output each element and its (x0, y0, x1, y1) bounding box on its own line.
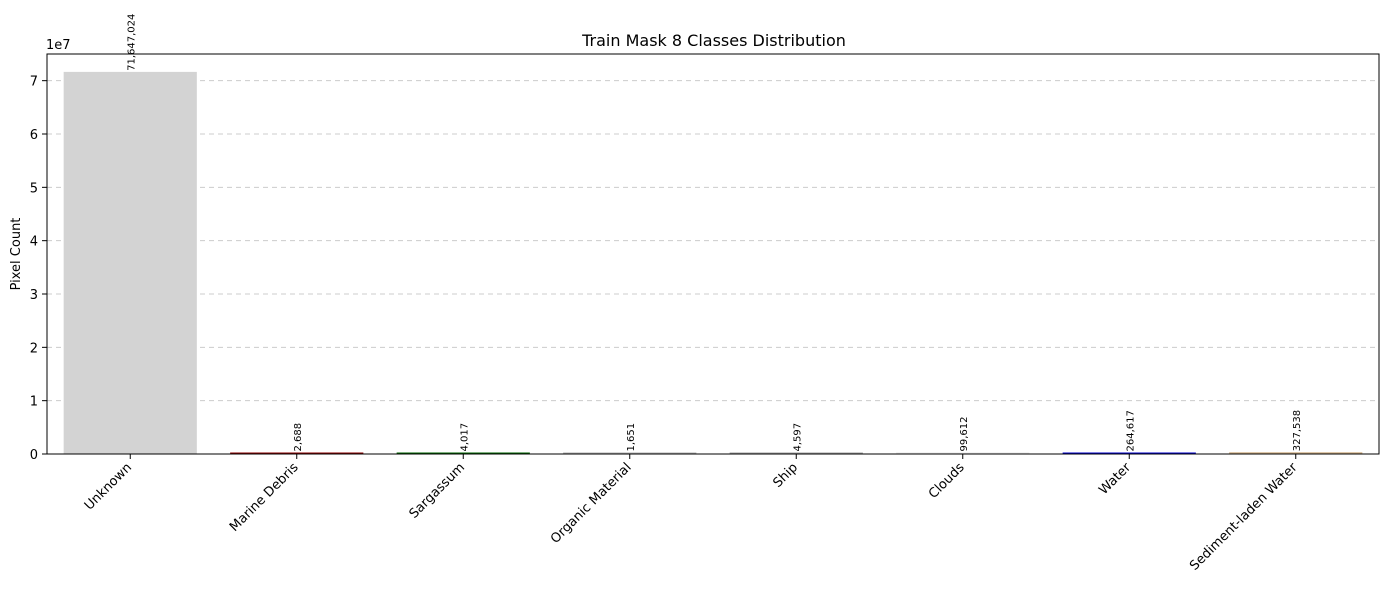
y-axis-title: Pixel Count (9, 218, 24, 291)
x-axis-ticks: Unknown Marine Debris Sargassum Organic Mat… (82, 454, 1301, 574)
bar-value-labels: 71,647,024 2,688 4,017 1,651 4,597 99,612 264,… (126, 14, 1303, 452)
x-tick-label: Water (1096, 460, 1134, 498)
bar (1229, 452, 1363, 454)
x-tick-label: Unknown (82, 460, 135, 513)
y-axis-ticks: 0 1 2 3 4 5 6 7 (30, 75, 47, 463)
bars (63, 71, 1363, 454)
plot-frame (46, 53, 1380, 455)
grid-lines (47, 80, 1379, 402)
y-tick-label: 5 (30, 181, 38, 196)
bar (230, 452, 364, 454)
chart-title: Train Mask 8 Classes Distribution (581, 31, 846, 50)
bar (1062, 452, 1196, 454)
bar (896, 452, 1030, 454)
bar-value-label: 99,612 (959, 417, 970, 452)
y-tick-label: 1 (30, 395, 38, 410)
bar-value-label: 1,651 (626, 423, 637, 452)
bar (396, 452, 530, 454)
bar-value-label: 71,647,024 (126, 14, 137, 71)
bar (563, 452, 697, 454)
x-tick-label: Ship (770, 460, 801, 491)
bar (63, 71, 197, 454)
bar (729, 452, 863, 454)
y-tick-label: 7 (30, 75, 38, 90)
y-tick-label: 3 (30, 288, 38, 303)
x-tick-label: Marine Debris (227, 460, 302, 535)
bar-value-label: 4,597 (792, 423, 803, 452)
y-tick-label: 2 (30, 341, 38, 356)
x-tick-label: Sediment-laden Water (1187, 460, 1301, 574)
bar-value-label: 4,017 (459, 423, 470, 452)
bar-value-label: 264,617 (1125, 410, 1136, 451)
y-tick-label: 4 (30, 235, 38, 250)
y-tick-label: 6 (30, 128, 38, 143)
x-tick-label: Organic Material (548, 460, 635, 547)
bar-value-label: 327,538 (1292, 410, 1303, 451)
y-tick-label: 0 (30, 448, 38, 463)
x-tick-label: Clouds (926, 460, 968, 502)
y-scale-label: 1e7 (46, 38, 71, 53)
bar-value-label: 2,688 (293, 423, 304, 452)
x-tick-label: Sargassum (407, 460, 469, 522)
